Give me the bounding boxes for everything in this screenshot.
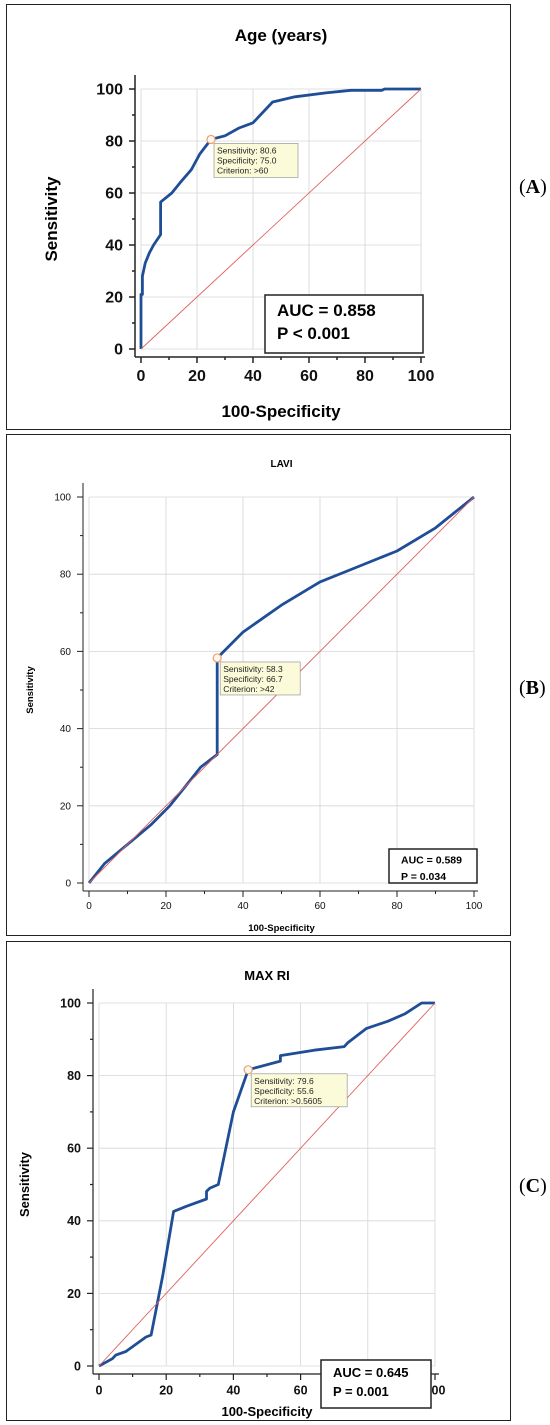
panel-a: Age (years) 0 20 40 60 80 100 0 20 40 60 80 100 100-S… [6, 4, 511, 430]
y-tick-label: 60 [60, 647, 72, 658]
auc-label: AUC = 0.589 [401, 855, 462, 867]
y-tick-label: 60 [105, 186, 123, 203]
cutoff-tooltip [213, 143, 299, 178]
x-axis-label: 100-Specificity [221, 402, 341, 421]
stats-box [320, 1359, 432, 1409]
panel-letter-b: (B) [519, 677, 546, 699]
y-tick-label: 100 [96, 82, 123, 99]
x-tick-label: 60 [294, 1384, 308, 1398]
y-tick-label: 80 [67, 1069, 81, 1083]
x-tick-label: 100 [408, 368, 435, 385]
panel-letter-a: (A) [519, 176, 547, 198]
stats-box [264, 294, 424, 354]
panel-letter-c: (C) [519, 1175, 547, 1197]
x-tick-label: 0 [86, 901, 92, 912]
y-tick-label: 40 [67, 1214, 81, 1228]
cutoff-marker [243, 1065, 253, 1075]
panel-c: MAX RI020406080100020406080100100-Specif… [6, 941, 511, 1421]
cutoff-tooltip [219, 661, 301, 696]
cutoff-tooltip-line: Specificity: 75.0 [217, 155, 277, 165]
y-tick-label: 20 [67, 1287, 81, 1301]
x-tick-label: 40 [226, 1384, 240, 1398]
chart-a: Age (years) 0 20 40 60 80 100 0 20 40 60 80 100 100-S… [42, 26, 435, 421]
cutoff-marker [212, 653, 222, 663]
y-axis-label: Sensitivity [17, 1151, 32, 1217]
x-tick-label: 60 [300, 368, 318, 385]
x-tick-label: 0 [137, 368, 146, 385]
y-tick-label: 20 [60, 801, 72, 812]
x-tick-label: 40 [237, 901, 249, 912]
x-axis-label: 100-Specificity [221, 1404, 313, 1419]
y-tick-label: 60 [67, 1142, 81, 1156]
x-tick-label: 60 [314, 901, 326, 912]
y-tick-label: 40 [105, 238, 123, 255]
y-tick-label: 80 [60, 570, 72, 581]
x-tick-label: 20 [188, 368, 206, 385]
x-tick-label: 40 [244, 368, 262, 385]
cutoff-tooltip [250, 1073, 348, 1108]
stats-box [388, 848, 478, 884]
x-tick-label: 80 [356, 368, 374, 385]
auc-label: AUC = 0.858 [277, 301, 376, 320]
cutoff-tooltip-line: Criterion: >60 [217, 165, 269, 175]
cutoff-marker [206, 134, 216, 145]
y-axis-label: Sensitivity [42, 176, 61, 262]
y-tick-label: 80 [105, 134, 123, 151]
p-value-label: P = 0.034 [401, 871, 446, 883]
reference-diagonal-line [140, 88, 422, 350]
y-axis-label: Sensitivity [25, 666, 36, 714]
roc-curve-line [139, 87, 421, 349]
chart-title: Age (years) [235, 26, 328, 45]
chart-title: MAX RI [244, 968, 290, 983]
cutoff-tooltip-line: Sensitivity: 79.6 [254, 1076, 314, 1086]
y-tick-label: 100 [60, 996, 81, 1010]
x-tick-label: 80 [391, 901, 403, 912]
auc-label: AUC = 0.645 [333, 1365, 409, 1380]
x-tick-label: 20 [160, 901, 172, 912]
y-tick-label: 0 [65, 879, 71, 890]
p-value-label: P = 0.001 [333, 1384, 389, 1399]
chart-c: MAX RI020406080100020406080100100-Specif… [17, 968, 445, 1419]
y-tick-label: 0 [114, 342, 123, 359]
chart-b: LAVI 0 20 40 60 80 100 0 20 40 60 80 100 100-Specific… [25, 459, 483, 934]
x-tick-label: 100 [466, 901, 483, 912]
chart-title: LAVI [270, 459, 292, 470]
cutoff-tooltip-line: Criterion: >0.5605 [254, 1096, 322, 1106]
y-tick-label: 0 [74, 1359, 81, 1373]
cutoff-tooltip-line: Sensitivity: 80.6 [217, 145, 277, 155]
x-axis-label: 100-Specificity [248, 923, 315, 934]
y-tick-label: 40 [60, 724, 72, 735]
y-tick-label: 100 [54, 493, 71, 504]
roc-curve-line [98, 1001, 435, 1368]
panel-b: LAVI 0 20 40 60 80 100 0 20 40 60 80 100 100-Specific… [6, 434, 511, 936]
p-value-label: P < 0.001 [277, 324, 350, 343]
x-tick-label: 0 [96, 1384, 103, 1398]
reference-diagonal-line [98, 1002, 436, 1367]
x-tick-label: 20 [159, 1384, 173, 1398]
cutoff-tooltip-line: Criterion: >42 [223, 684, 275, 694]
cutoff-tooltip-line: Specificity: 66.7 [223, 674, 283, 684]
cutoff-tooltip-line: Specificity: 55.6 [254, 1086, 314, 1096]
y-tick-label: 20 [105, 290, 123, 307]
cutoff-tooltip-line: Sensitivity: 58.3 [223, 664, 283, 674]
